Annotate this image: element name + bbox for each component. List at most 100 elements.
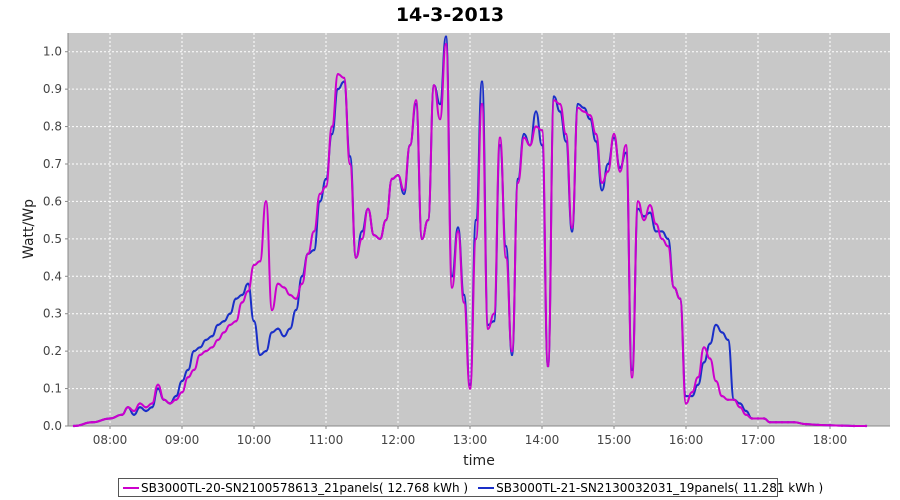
series-layer <box>72 35 868 428</box>
data-point <box>288 293 292 297</box>
data-point <box>732 398 736 401</box>
data-point <box>108 417 112 420</box>
data-point <box>708 342 712 345</box>
data-point <box>138 406 142 409</box>
data-point <box>816 423 820 427</box>
data-point <box>606 170 610 173</box>
data-point <box>210 346 214 349</box>
data-point <box>216 323 220 327</box>
data-point <box>204 338 208 342</box>
data-point <box>642 218 646 222</box>
data-point <box>546 364 550 368</box>
data-point <box>132 409 136 413</box>
data-point <box>360 230 364 233</box>
x-tick-label: 13:00 <box>453 433 488 447</box>
data-point <box>696 383 700 386</box>
data-point <box>540 129 544 132</box>
data-point <box>456 226 460 229</box>
y-tick-label: 0.4 <box>43 269 62 283</box>
data-point <box>576 106 580 110</box>
data-point <box>762 417 766 420</box>
data-point <box>480 102 484 106</box>
data-point <box>336 73 340 76</box>
data-point <box>300 275 304 278</box>
data-point <box>696 376 700 379</box>
x-tick-label: 08:00 <box>93 433 128 447</box>
data-point <box>246 290 250 293</box>
data-point <box>282 286 286 289</box>
data-point <box>654 230 658 233</box>
data-point <box>636 200 640 203</box>
data-point <box>666 245 670 248</box>
data-point <box>534 125 538 128</box>
data-point <box>444 35 448 38</box>
data-point <box>492 312 496 315</box>
x-tick-label: 11:00 <box>309 433 344 447</box>
x-tick-label: 17:00 <box>741 433 776 447</box>
data-point <box>558 102 562 106</box>
data-point <box>444 43 448 46</box>
data-point <box>330 132 334 136</box>
data-point <box>360 237 364 241</box>
legend-swatch <box>123 486 139 489</box>
data-point <box>660 237 664 241</box>
x-axis-title: time <box>463 453 495 469</box>
data-point <box>378 237 382 241</box>
data-point <box>144 409 148 413</box>
data-point <box>510 349 514 353</box>
legend: SB3000TL-20-SN2100578613_21panels( 12.76… <box>118 478 823 497</box>
data-point <box>420 237 424 241</box>
data-point <box>828 424 832 427</box>
data-point <box>384 218 388 222</box>
data-point <box>294 297 298 300</box>
data-point <box>600 181 604 184</box>
data-point <box>240 301 244 304</box>
data-point <box>264 349 268 353</box>
data-point <box>240 293 244 297</box>
y-tick-label: 1.0 <box>43 45 62 59</box>
data-point <box>648 204 652 207</box>
data-point <box>438 117 442 121</box>
data-point <box>558 110 562 113</box>
data-point <box>738 406 742 409</box>
data-point <box>222 320 226 323</box>
data-point <box>396 174 400 177</box>
x-tick-label: 18:00 <box>813 433 848 447</box>
x-tick-label: 14:00 <box>525 433 560 447</box>
data-point <box>624 144 628 147</box>
data-point <box>426 218 430 222</box>
data-point <box>462 293 466 297</box>
legend-label: SB3000TL-21-SN2130032031_19panels( 11.28… <box>496 480 824 495</box>
data-point <box>252 263 256 267</box>
data-point <box>666 237 670 241</box>
legend-item: SB3000TL-21-SN2130032031_19panels( 11.28… <box>478 481 823 495</box>
data-point <box>192 368 196 372</box>
x-tick-label: 12:00 <box>381 433 416 447</box>
data-point <box>246 282 250 285</box>
data-point <box>660 230 664 233</box>
data-point <box>768 421 772 424</box>
data-point <box>654 222 658 226</box>
data-point <box>300 282 304 285</box>
data-point <box>120 413 124 416</box>
plot-area <box>68 33 890 426</box>
y-tick-label: 0.3 <box>43 307 62 321</box>
data-point <box>690 391 694 394</box>
data-point <box>468 387 472 390</box>
data-point <box>570 230 574 233</box>
legend-swatch <box>478 486 495 489</box>
data-point <box>720 331 724 334</box>
data-point <box>264 200 268 203</box>
data-point <box>186 376 190 379</box>
data-point <box>744 409 748 413</box>
data-point <box>492 320 496 323</box>
data-point <box>750 417 754 420</box>
data-point <box>72 424 76 428</box>
data-point <box>132 413 136 416</box>
data-point <box>258 353 262 357</box>
data-point <box>612 132 616 136</box>
data-point <box>276 327 280 330</box>
data-point <box>180 379 184 383</box>
data-point <box>480 80 484 83</box>
data-point <box>402 192 406 196</box>
